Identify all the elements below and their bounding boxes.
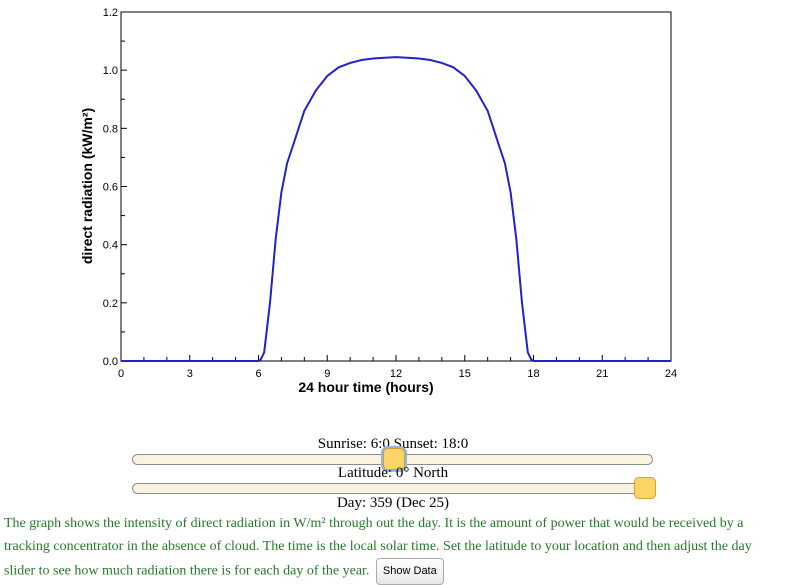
description-paragraph: The graph shows the intensity of direct … <box>4 513 786 585</box>
day-readout: Day: 359 (Dec 25) <box>336 495 450 511</box>
sunrise-slider[interactable] <box>132 448 653 470</box>
x-tick-label: 18 <box>527 368 539 380</box>
y-tick-label: 1.0 <box>103 65 118 77</box>
y-tick-label: 0.8 <box>103 123 118 135</box>
radiation-line <box>121 56 671 362</box>
y-tick-label: 0.6 <box>103 182 118 194</box>
x-tick-label: 21 <box>596 368 608 380</box>
y-tick-label: 0.0 <box>103 356 118 368</box>
plot-frame <box>120 11 672 362</box>
x-axis-label: 24 hour time (hours) <box>298 379 433 395</box>
y-tick-label: 0.2 <box>103 298 118 310</box>
x-tick-label: 9 <box>324 368 330 380</box>
x-tick-label: 6 <box>255 368 261 380</box>
x-tick-label: 12 <box>390 368 402 380</box>
x-tick-label: 0 <box>118 368 124 380</box>
sunrise-slider-handle[interactable] <box>382 448 405 470</box>
description-text: The graph shows the intensity of direct … <box>4 516 752 579</box>
y-tick-label: 0.4 <box>103 240 118 252</box>
sunrise-sunset-readout: Sunrise: 6:0 Sunset: 18:0 <box>317 436 469 452</box>
chart-axes: 0 3 6 9 12 15 18 21 24 0.0 0.2 0.4 0.6 0.8 1.0 1.2 <box>103 7 677 380</box>
latitude-slider-handle[interactable] <box>634 477 657 499</box>
latitude-readout: Latitude: 0° North <box>337 465 449 481</box>
y-tick-label: 1.2 <box>103 7 118 19</box>
x-tick-label: 24 <box>665 368 677 380</box>
radiation-chart: 0 3 6 9 12 15 18 21 24 0.0 0.2 0.4 0.6 0.8 1.0 1.2 24 h… <box>79 7 677 395</box>
show-data-button[interactable]: Show Data <box>375 558 444 585</box>
x-tick-label: 3 <box>187 368 193 380</box>
y-axis-label: direct radiation (kW/m²) <box>79 108 95 264</box>
latitude-slider[interactable] <box>132 477 657 499</box>
x-tick-label: 15 <box>459 368 471 380</box>
